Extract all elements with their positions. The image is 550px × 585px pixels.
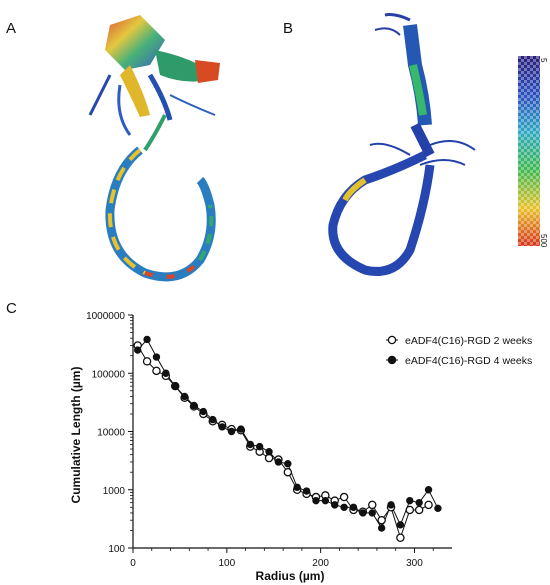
point-2-weeks: [152, 366, 161, 376]
y-tick-label: 100: [108, 544, 125, 555]
point-4-weeks: [424, 486, 433, 494]
point-4-weeks: [143, 335, 151, 344]
point-4-weeks: [396, 521, 405, 529]
chart-axes: [132, 315, 452, 549]
point-4-weeks: [218, 423, 226, 431]
point-4-weeks: [180, 392, 189, 401]
cumulative-length-chart: 100 1000 10000 100000 1000000 0 100 200 300 eADF…: [69, 311, 532, 583]
point-4-weeks: [434, 504, 442, 513]
x-tick-label: 300: [406, 558, 423, 569]
point-4-weeks: [415, 498, 423, 507]
series-line-2: [137, 338, 439, 530]
legend-label-1: eADF4(C16)-RGD 2 weeks: [405, 335, 532, 347]
point-4-weeks: [265, 448, 273, 456]
x-tick-label: 200: [312, 558, 329, 569]
point-4-weeks: [321, 496, 330, 505]
legend-label-2: eADF4(C16)-RGD 4 weeks: [405, 355, 532, 367]
point-4-weeks: [227, 427, 236, 436]
point-4-weeks: [133, 346, 142, 354]
point-4-weeks: [152, 353, 161, 361]
point-2-weeks: [424, 500, 433, 510]
chart-ticks: 100 1000 10000 100000 1000000 0 100 200 300: [86, 311, 434, 569]
vessel-render-b: [328, 13, 476, 276]
point-4-weeks: [237, 425, 245, 433]
series-line-1: [137, 345, 429, 540]
chart-series-points: [133, 335, 442, 542]
point-4-weeks: [190, 401, 198, 410]
y-tick-label: 1000000: [86, 311, 125, 322]
point-4-weeks: [293, 483, 301, 492]
colorbar-bottom-label: 500: [539, 234, 548, 248]
point-4-weeks: [368, 509, 376, 517]
point-2-weeks: [264, 453, 274, 463]
point-2-weeks: [405, 505, 415, 515]
point-2-weeks: [396, 533, 405, 542]
vessel-render-a: [88, 15, 220, 282]
point-4-weeks: [312, 496, 320, 505]
point-2-weeks: [367, 500, 377, 510]
point-4-weeks: [377, 524, 386, 532]
panel-label-c: C: [6, 300, 17, 317]
colorbar: [518, 56, 540, 246]
x-tick-label: 0: [130, 558, 136, 569]
point-4-weeks: [209, 415, 217, 424]
legend-marker-2: [387, 355, 397, 365]
y-axis-label: Cumulative Length (µm): [69, 367, 83, 504]
x-tick-label: 100: [218, 558, 235, 569]
point-4-weeks: [331, 501, 339, 509]
point-4-weeks: [255, 442, 264, 451]
panel-label-b: B: [283, 20, 294, 37]
point-4-weeks: [246, 440, 254, 449]
point-2-weeks: [283, 467, 293, 477]
colorbar-top-label: 5: [539, 58, 548, 63]
point-4-weeks: [171, 382, 179, 390]
point-2-weeks: [339, 492, 349, 502]
y-tick-label: 10000: [97, 428, 125, 439]
point-4-weeks: [406, 496, 414, 505]
point-2-weeks: [377, 515, 386, 525]
chart-legend: eADF4(C16)-RGD 2 weeks eADF4(C16)-RGD 4 w…: [386, 335, 532, 367]
point-4-weeks: [387, 501, 395, 509]
legend-marker-1: [387, 335, 397, 345]
y-tick-label: 1000: [103, 486, 126, 497]
point-2-weeks: [142, 357, 152, 366]
point-4-weeks: [274, 458, 283, 466]
panel-label-a: A: [6, 20, 17, 37]
point-4-weeks: [349, 503, 358, 511]
point-4-weeks: [162, 369, 170, 377]
y-tick-label: 100000: [92, 369, 126, 380]
point-4-weeks: [284, 460, 292, 468]
x-axis-label: Radius (µm): [256, 569, 325, 583]
point-4-weeks: [302, 487, 311, 495]
point-4-weeks: [359, 509, 367, 517]
point-4-weeks: [340, 503, 348, 511]
point-4-weeks: [199, 407, 208, 416]
point-2-weeks: [414, 505, 424, 515]
